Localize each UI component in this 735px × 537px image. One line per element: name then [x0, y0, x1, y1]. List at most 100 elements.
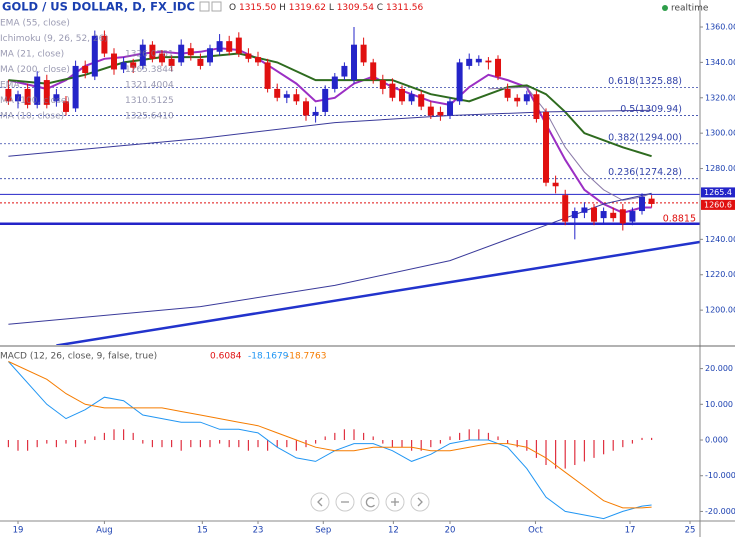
candle-body	[312, 111, 319, 116]
candle-body	[63, 101, 70, 112]
histogram-bar	[363, 432, 365, 441]
candle-body	[322, 88, 329, 112]
histogram-bar	[75, 440, 77, 448]
histogram-bar	[65, 440, 67, 444]
histogram-bar	[286, 440, 288, 448]
candle-body	[341, 65, 348, 77]
y-tick-label: 1280.00	[705, 164, 735, 173]
candle-body	[610, 212, 617, 219]
ma-line	[8, 361, 652, 509]
candle-body	[187, 48, 194, 56]
x-tick-label: 23	[253, 526, 264, 536]
candle-body	[274, 88, 281, 98]
candle-body	[101, 35, 108, 54]
candle-body	[543, 111, 550, 183]
histogram-bar	[622, 440, 624, 448]
candle-body	[571, 211, 578, 219]
histogram-bar	[497, 436, 499, 441]
histogram-bar	[507, 440, 509, 444]
histogram-bar	[161, 440, 163, 448]
level-label: 0.382(1294.00)	[608, 132, 682, 143]
y-tick-label: 0.000	[705, 436, 728, 445]
histogram-bar	[36, 440, 38, 448]
nav-right[interactable]	[410, 492, 430, 512]
icon	[365, 497, 376, 508]
indicator-label: EMA	[0, 81, 20, 91]
candle-body	[120, 62, 127, 70]
candle-body	[639, 196, 646, 212]
histogram-bar	[478, 429, 480, 441]
macd-reading: -18.7763	[286, 352, 326, 362]
header-buttons[interactable]	[199, 1, 222, 12]
histogram-bar	[27, 440, 29, 451]
nav-buttons[interactable]	[310, 492, 430, 512]
histogram-bar	[46, 440, 48, 444]
candle-body	[514, 97, 521, 102]
candle-body	[15, 94, 22, 102]
candle-body	[619, 209, 626, 224]
histogram-bar	[238, 440, 240, 448]
candle-body	[82, 65, 89, 73]
histogram-bar	[247, 440, 250, 451]
c-label: C	[377, 3, 383, 13]
histogram-bar	[468, 429, 470, 441]
candle-body	[591, 207, 598, 222]
histogram-bar	[401, 440, 403, 448]
x-tick-label: 17	[625, 526, 636, 536]
y-tick-label: 1240.00	[705, 235, 735, 244]
level-label: 0.5(1309.94)	[620, 104, 682, 115]
candle-body	[600, 211, 607, 219]
price-badge	[701, 187, 735, 198]
candle-body	[245, 53, 252, 59]
nav-left[interactable]	[310, 492, 330, 512]
candle-body	[379, 80, 386, 89]
y-tick-label: 10.000	[705, 400, 733, 409]
candle-body	[255, 57, 262, 63]
candle-body	[581, 207, 588, 213]
ma-line	[8, 192, 652, 325]
candle-body	[389, 83, 396, 98]
candle-body	[235, 37, 242, 54]
candle-body	[264, 62, 271, 89]
histogram-bar	[353, 429, 355, 441]
candle-body	[178, 44, 185, 63]
histogram-bar	[439, 440, 442, 444]
icon	[317, 497, 323, 507]
y-tick-label: 1300.00	[705, 129, 735, 138]
histogram-bar	[382, 440, 384, 444]
o-label: O	[229, 3, 236, 13]
indicator-value: 1310.5125	[125, 96, 174, 106]
trend-line	[56, 240, 700, 345]
histogram-bar	[123, 429, 125, 441]
h: 1319.62	[289, 3, 326, 13]
icon	[417, 497, 423, 507]
x-tick-label: 25	[685, 526, 696, 536]
btn[interactable]	[211, 1, 222, 12]
candle-body	[370, 62, 377, 81]
candle-body	[427, 106, 434, 116]
candle-body	[43, 80, 50, 105]
candle-body	[197, 58, 204, 66]
y-tick-label: 1200.00	[705, 306, 735, 315]
indicator-label: MA (21, close)	[0, 50, 64, 60]
histogram-bar	[526, 440, 528, 451]
y-tick-label: 20.000	[705, 364, 733, 373]
candle-body	[475, 58, 482, 63]
btn[interactable]	[199, 1, 210, 12]
histogram-bar	[180, 440, 182, 451]
histogram-bar	[324, 436, 326, 441]
x-tick-label: 12	[388, 526, 399, 536]
candle-body	[216, 41, 223, 52]
macd-panel	[7, 361, 653, 520]
candle-body	[418, 94, 425, 107]
histogram-bar	[459, 432, 461, 441]
candle-body	[533, 94, 540, 120]
nav-reset[interactable]	[360, 492, 380, 512]
indicator-value: 1326.0781	[125, 50, 174, 60]
candle-body	[111, 53, 118, 70]
indicator-label: EMA (55, close)	[0, 19, 70, 29]
histogram-bar	[343, 429, 346, 441]
candle-body	[139, 44, 146, 66]
histogram-bar	[564, 440, 566, 469]
y-tick-label: 1340.00	[705, 58, 735, 67]
